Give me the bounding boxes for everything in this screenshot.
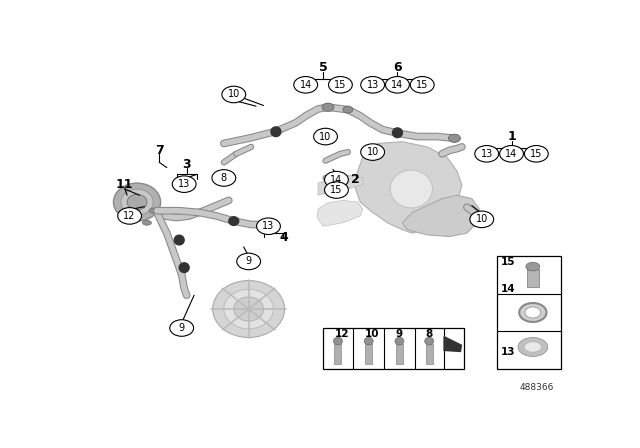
Text: 13: 13 bbox=[178, 179, 190, 189]
Circle shape bbox=[314, 128, 337, 145]
Circle shape bbox=[328, 77, 352, 93]
Ellipse shape bbox=[174, 235, 184, 245]
Circle shape bbox=[361, 77, 385, 93]
Circle shape bbox=[324, 182, 348, 198]
Ellipse shape bbox=[121, 189, 153, 215]
Circle shape bbox=[237, 253, 260, 270]
Polygon shape bbox=[317, 200, 363, 226]
Polygon shape bbox=[318, 175, 363, 195]
Text: 14: 14 bbox=[391, 80, 404, 90]
Text: 10: 10 bbox=[319, 132, 332, 142]
Bar bbox=[396, 344, 403, 364]
Circle shape bbox=[257, 218, 280, 234]
Ellipse shape bbox=[392, 128, 403, 138]
Text: 5: 5 bbox=[319, 61, 328, 74]
Ellipse shape bbox=[179, 263, 189, 272]
Ellipse shape bbox=[234, 297, 264, 321]
Text: 15: 15 bbox=[334, 80, 347, 90]
Ellipse shape bbox=[149, 208, 160, 214]
Text: 10: 10 bbox=[365, 329, 380, 339]
Text: 11: 11 bbox=[116, 178, 133, 191]
Ellipse shape bbox=[333, 337, 342, 345]
Text: 8: 8 bbox=[426, 329, 433, 339]
Circle shape bbox=[322, 103, 334, 112]
Ellipse shape bbox=[212, 280, 285, 337]
Text: 15: 15 bbox=[416, 80, 428, 90]
Ellipse shape bbox=[395, 337, 404, 345]
Text: 9: 9 bbox=[179, 323, 185, 333]
Ellipse shape bbox=[525, 307, 541, 318]
Circle shape bbox=[294, 77, 317, 93]
Ellipse shape bbox=[519, 303, 547, 322]
Ellipse shape bbox=[228, 217, 239, 225]
Text: 13: 13 bbox=[500, 347, 515, 357]
Circle shape bbox=[118, 207, 141, 224]
Circle shape bbox=[410, 77, 434, 93]
Text: 8: 8 bbox=[221, 173, 227, 183]
Circle shape bbox=[385, 77, 410, 93]
Ellipse shape bbox=[224, 289, 273, 329]
Text: 1: 1 bbox=[507, 130, 516, 143]
Text: 7: 7 bbox=[155, 144, 164, 157]
Text: 10: 10 bbox=[228, 90, 240, 99]
Text: 14: 14 bbox=[506, 149, 518, 159]
Ellipse shape bbox=[127, 194, 147, 210]
Ellipse shape bbox=[526, 262, 540, 271]
Text: 13: 13 bbox=[481, 149, 493, 159]
Circle shape bbox=[172, 176, 196, 193]
Text: 15: 15 bbox=[330, 185, 342, 195]
Text: 12: 12 bbox=[124, 211, 136, 221]
Circle shape bbox=[524, 146, 548, 162]
Text: 14: 14 bbox=[330, 175, 342, 185]
Ellipse shape bbox=[518, 337, 548, 357]
Circle shape bbox=[264, 221, 273, 228]
Text: 15: 15 bbox=[500, 257, 515, 267]
Text: 14: 14 bbox=[500, 284, 515, 294]
Text: 3: 3 bbox=[182, 158, 191, 171]
Ellipse shape bbox=[425, 337, 434, 345]
Circle shape bbox=[324, 172, 348, 188]
Text: 13: 13 bbox=[367, 80, 379, 90]
Text: 15: 15 bbox=[530, 149, 543, 159]
Bar bbox=[323, 328, 465, 370]
Polygon shape bbox=[403, 195, 479, 237]
Polygon shape bbox=[355, 142, 462, 233]
Text: 6: 6 bbox=[393, 61, 402, 74]
Text: 10: 10 bbox=[367, 147, 379, 157]
Bar bbox=[497, 255, 561, 370]
Text: 10: 10 bbox=[476, 214, 488, 224]
Circle shape bbox=[500, 146, 524, 162]
Ellipse shape bbox=[524, 342, 541, 352]
Ellipse shape bbox=[271, 127, 281, 137]
Circle shape bbox=[449, 134, 460, 142]
Polygon shape bbox=[444, 336, 461, 352]
Circle shape bbox=[470, 211, 493, 228]
Ellipse shape bbox=[143, 220, 152, 225]
Circle shape bbox=[361, 144, 385, 160]
Ellipse shape bbox=[113, 183, 161, 221]
Text: 12: 12 bbox=[335, 329, 349, 339]
Bar bbox=[365, 344, 372, 364]
Text: 9: 9 bbox=[246, 256, 252, 267]
Text: 2: 2 bbox=[351, 173, 360, 186]
Circle shape bbox=[222, 86, 246, 103]
Bar bbox=[426, 344, 433, 364]
Text: 4: 4 bbox=[279, 231, 288, 244]
Circle shape bbox=[212, 170, 236, 186]
Circle shape bbox=[475, 146, 499, 162]
Ellipse shape bbox=[364, 337, 373, 345]
Circle shape bbox=[343, 106, 353, 113]
Text: 488366: 488366 bbox=[519, 383, 554, 392]
Bar bbox=[527, 269, 539, 287]
Text: 14: 14 bbox=[300, 80, 312, 90]
Ellipse shape bbox=[390, 170, 433, 208]
Text: 13: 13 bbox=[262, 221, 275, 231]
Bar bbox=[335, 344, 341, 364]
Circle shape bbox=[170, 320, 193, 336]
Text: 9: 9 bbox=[396, 329, 403, 339]
